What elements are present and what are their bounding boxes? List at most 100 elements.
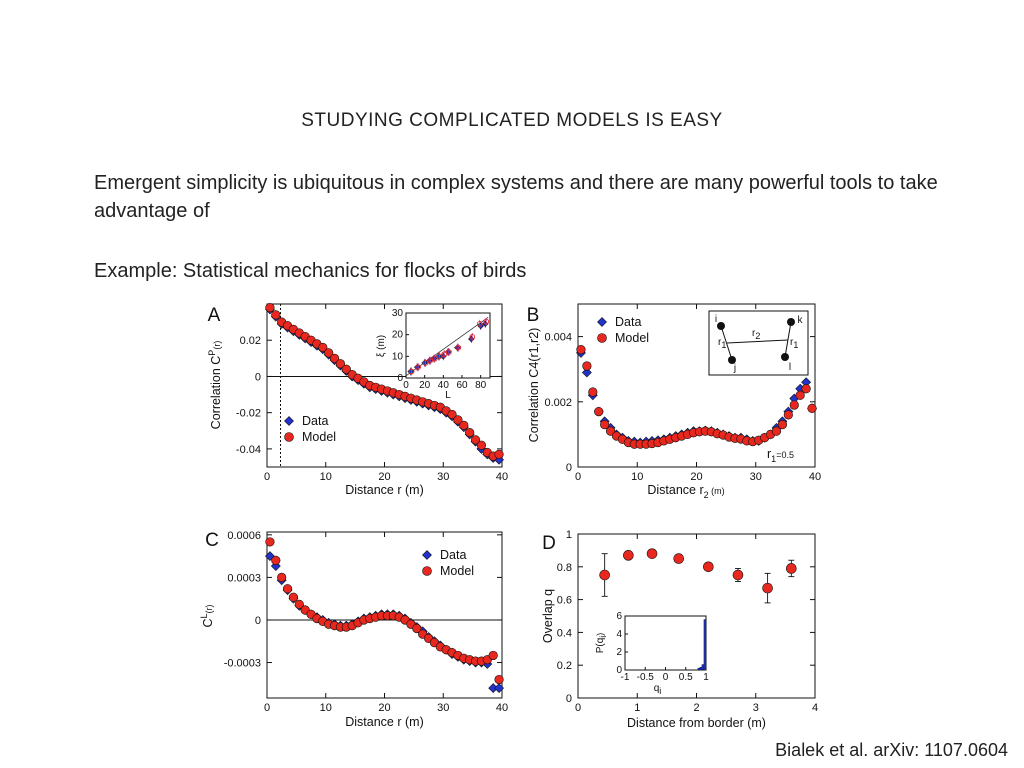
panel-c-xtick-label: 20 <box>378 702 390 714</box>
panel-a-model-point <box>324 348 334 358</box>
panel-d-inset-ylabel-part: P(q <box>595 638 606 654</box>
panel-a-inset-model-point <box>436 353 443 360</box>
panel-b-xtick-label: 20 <box>690 471 702 483</box>
panel-b-model-point <box>777 420 788 430</box>
panel-b-legend-data-label: Data <box>615 315 641 329</box>
panel-a-inset-ytick-label: 10 <box>392 351 404 362</box>
panel-d-inset-xlabel-part: q <box>654 683 660 694</box>
panel-d-letter: D <box>542 533 556 554</box>
panel-a-inset-xtick-label: 20 <box>419 380 431 391</box>
panel-b-xlabel-part: (m) <box>709 486 725 496</box>
panel-a-model-point <box>265 303 275 313</box>
panel-d-ytick-label: 0 <box>566 693 572 705</box>
panel-b-diagram-label-k: k <box>798 315 804 326</box>
panel-c-xtick-label: 10 <box>320 702 332 714</box>
panel-a-inset-model-point <box>432 355 438 362</box>
panel-c-letter: C <box>205 530 219 551</box>
panel-d-inset-xlabel: qi <box>654 683 662 696</box>
panel-b-diagram-node <box>717 322 725 330</box>
panel-a-inset-model-point <box>483 318 490 325</box>
panel-d-inset-xtick-label: 0 <box>663 672 669 683</box>
panel-b-model-point <box>582 361 592 371</box>
panel-a-xtick-label: 0 <box>264 471 270 483</box>
panel-b-diagram-label-r1-left-part: r <box>718 337 722 348</box>
panel-a-legend-model-marker <box>284 432 294 442</box>
panel-d-inset-xtick-label: -0.5 <box>637 672 655 683</box>
panel-a-model-point <box>447 409 457 420</box>
panel-b-xtick-label: 30 <box>750 471 762 483</box>
panel-d-inset-ylabel: P(qi) <box>595 633 608 654</box>
panel-a-inset-ytick-label: 20 <box>392 330 404 341</box>
panel-d-inset-xtick-label: -1 <box>621 672 630 683</box>
panel-a-model-point <box>335 359 346 369</box>
panel-b-model-point <box>807 403 817 413</box>
panel-d-inset-xlabel-part: i <box>659 686 661 696</box>
panel-d-inset-bar <box>701 664 705 671</box>
panel-b-ytick-label: 0.002 <box>544 397 572 409</box>
panel-b-model-point <box>605 426 616 436</box>
panel-c-ylabel-part: C <box>201 618 215 627</box>
panel-b-xtick-label: 10 <box>631 471 643 483</box>
panel-d-ylabel: Overlap q <box>541 589 555 643</box>
panel-a-inset-data-point <box>426 357 433 364</box>
panel-c-ytick-label: 0.0003 <box>227 572 261 584</box>
panel-d-inset-ytick-label: 6 <box>616 611 622 622</box>
panel-d-model-point <box>623 550 634 561</box>
panel-b-legend-model-marker <box>597 333 607 343</box>
panel-c-legend-data-marker <box>422 550 432 560</box>
panel-a-ytick-label: -0.02 <box>236 408 261 420</box>
panel-d-inset-bar <box>703 619 707 671</box>
panel-a-model-point <box>329 353 340 363</box>
panel-a-inset-xtick-label: 60 <box>456 380 468 391</box>
panel-b-ytick-label: 0.004 <box>544 332 572 344</box>
panel-a-ylabel-part: (r) <box>212 341 222 350</box>
panel-b-model-point <box>600 420 610 430</box>
panel-d-xtick-label: 4 <box>812 702 818 714</box>
panel-a-inset-model-point <box>469 333 476 340</box>
panel-a-xtick-label: 10 <box>320 471 332 483</box>
panel-a-legend-data-marker <box>284 416 294 426</box>
panel-b-diagram-label-r2-part: r <box>752 328 756 339</box>
panel-c-model-point <box>271 555 281 565</box>
panel-a-inset-model-point <box>427 357 434 364</box>
panel-b-diagram-label-r2: r2 <box>752 328 760 341</box>
panel-b-xtick-label: 40 <box>809 471 821 483</box>
panel-b-model-point <box>576 345 586 355</box>
panel-a-legend-data-label: Data <box>302 414 328 428</box>
panel-a-inset-data-point <box>413 363 421 371</box>
panel-c-model-point <box>282 584 293 594</box>
panel-c-xtick-label: 40 <box>496 702 508 714</box>
panel-d-ytick-label: 0.4 <box>557 627 572 639</box>
panel-a-inset-xtick-label: 80 <box>475 380 487 391</box>
panel-d-inset-frame <box>624 615 707 671</box>
panel-b-diagram-edge-ij <box>720 325 733 361</box>
panel-b-xtick-label: 0 <box>575 471 581 483</box>
panel-d-xtick-label: 1 <box>634 702 640 714</box>
panel-a-xtick-label: 20 <box>378 471 390 483</box>
panel-a-inset-model-point <box>408 368 415 375</box>
panel-a-inset-model-point <box>441 351 448 358</box>
panel-b-xlabel: Distance r2 (m) <box>647 483 724 500</box>
panel-d-inset-xtick-label: 0.5 <box>679 672 693 683</box>
panel-a-inset-ytick-label: 0 <box>397 373 403 384</box>
panel-d-ytick-label: 0.6 <box>557 595 572 607</box>
panel-a-ylabel: Correlation CP(r) <box>207 341 223 430</box>
panel-b-diagram-label-r1-left-part: 1 <box>721 340 726 350</box>
panel-a-model-point <box>459 420 469 430</box>
panel-b-model-point <box>783 410 793 420</box>
panel-a-inset-xtick-label: 40 <box>438 380 450 391</box>
panel-a-inset-model-point <box>415 364 421 371</box>
panel-d-model-point <box>673 553 685 564</box>
panel-c-ylabel: CL(r) <box>199 604 215 627</box>
panel-c-model-point <box>265 537 275 547</box>
panel-a-inset-model-point <box>446 349 452 355</box>
panel-b-model-point <box>795 390 805 400</box>
panel-d-model-point <box>785 563 797 574</box>
panel-c-ytick-label: -0.0003 <box>224 658 261 670</box>
panel-d-xlabel: Distance from border (m) <box>627 716 766 730</box>
panel-a-inset-xtick-label: 0 <box>403 380 409 391</box>
panel-c-ytick-label: 0.0006 <box>227 530 261 542</box>
panel-b-diagram-label-j: j <box>733 363 736 374</box>
panel-d-inset-ylabel-part: ) <box>595 633 605 636</box>
panel-b-r1-annotation-part: 1 <box>771 454 776 464</box>
